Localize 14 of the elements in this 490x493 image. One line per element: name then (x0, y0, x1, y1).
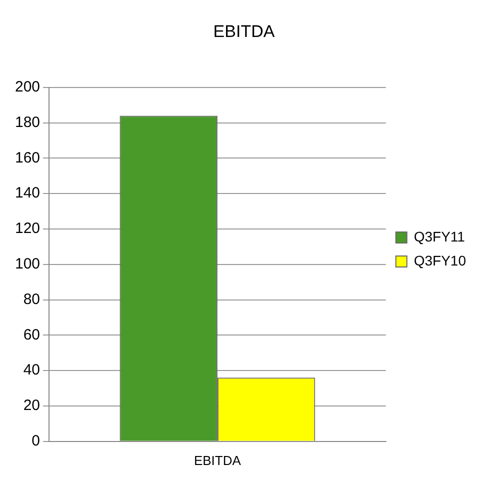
y-tick-label: 180 (14, 114, 40, 131)
y-tick-label: 160 (14, 149, 40, 166)
chart-title: EBITDA (213, 22, 276, 41)
y-tick-label: 0 (32, 432, 40, 450)
y-tick-label: 20 (23, 397, 40, 414)
y-tick-label: 60 (23, 326, 40, 344)
y-tick-label: 140 (14, 184, 40, 202)
legend-label: Q3FY10 (414, 252, 466, 268)
y-tick-label: 80 (23, 290, 40, 308)
y-tick-label: 120 (14, 220, 40, 238)
legend-label: Q3FY11 (414, 228, 466, 244)
y-tick-label: 100 (14, 256, 40, 273)
y-tick-label: 200 (14, 78, 40, 96)
y-tick-label: 40 (23, 362, 40, 379)
